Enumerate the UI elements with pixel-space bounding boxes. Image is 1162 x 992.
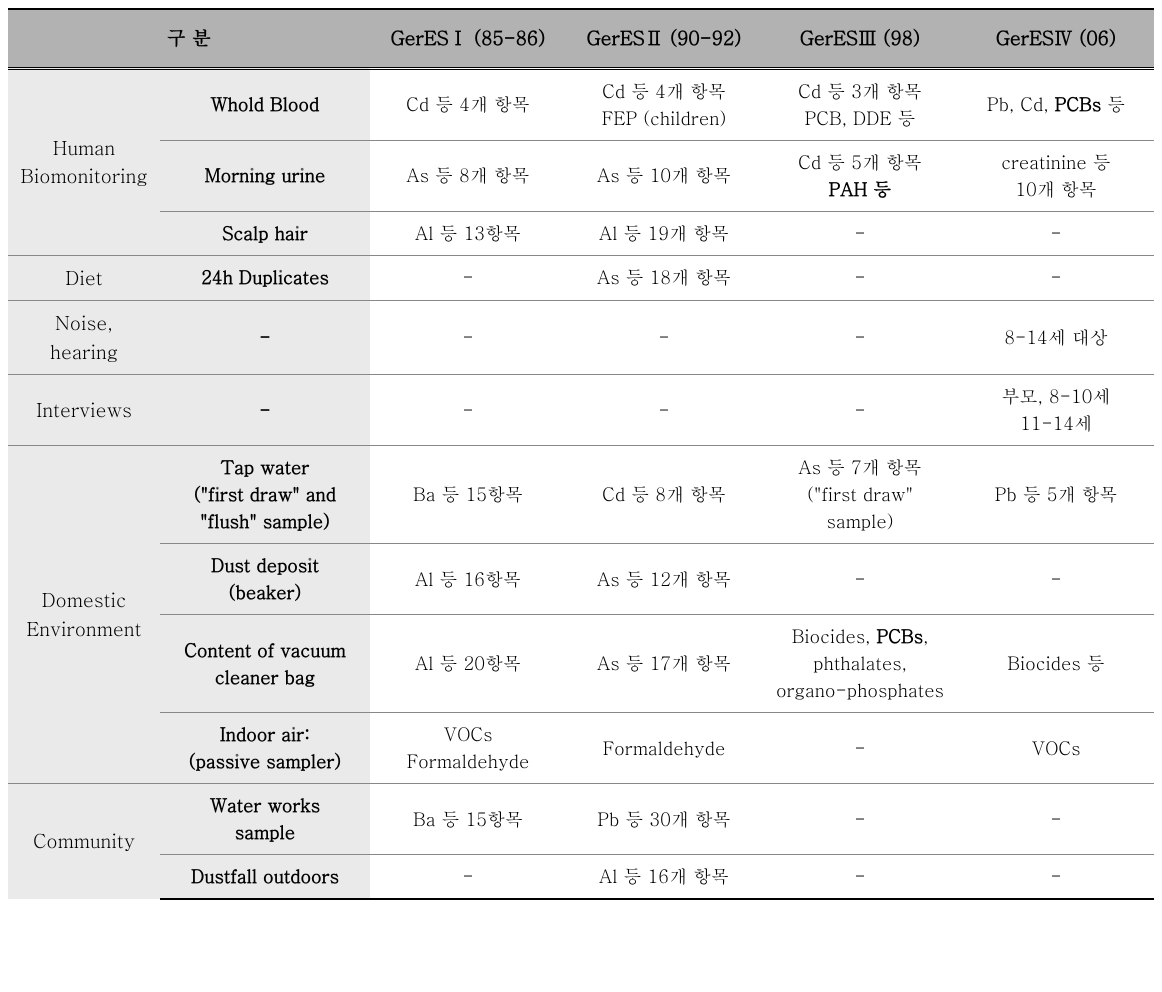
data-cell: Cd 등 8개 항목 (566, 446, 762, 544)
table-row: CommunityWater workssampleBa 등 15항목Pb 등 … (8, 784, 1154, 855)
data-cell: Pb, Cd, PCBs 등 (958, 68, 1154, 140)
subcategory-cell: Dust deposit(beaker) (160, 544, 370, 615)
data-cell: Formaldehyde (566, 713, 762, 784)
data-cell: VOCs (958, 713, 1154, 784)
header-geres3: GerESⅢ (98) (762, 9, 958, 68)
table-row: Interviews----부모, 8-10세11-14세 (8, 375, 1154, 446)
data-cell: As 등 18개 항목 (566, 255, 762, 301)
data-cell: - (958, 544, 1154, 615)
subcategory-cell: Indoor air:(passive sampler) (160, 713, 370, 784)
data-cell: - (762, 544, 958, 615)
header-geres2: GerESⅡ (90-92) (566, 9, 762, 68)
table-row: Dust deposit(beaker)Al 등 16항목As 등 12개 항목… (8, 544, 1154, 615)
data-cell: Al 등 13항목 (370, 211, 566, 255)
category-cell: Human Biomonitoring (8, 68, 160, 255)
data-cell: Al 등 16항목 (370, 544, 566, 615)
data-cell: - (762, 211, 958, 255)
data-cell: - (762, 301, 958, 375)
data-cell: As 등 17개 항목 (566, 615, 762, 713)
data-cell: - (370, 375, 566, 446)
data-cell: As 등 12개 항목 (566, 544, 762, 615)
data-cell: Cd 등 5개 항목PAH 등 (762, 140, 958, 211)
data-cell: Pb 등 30개 항목 (566, 784, 762, 855)
data-cell: As 등 10개 항목 (566, 140, 762, 211)
category-cell: Community (8, 784, 160, 900)
data-cell: Ba 등 15항목 (370, 446, 566, 544)
data-cell: Biocides 등 (958, 615, 1154, 713)
table-row: Content of vacuum cleaner bagAl 등 20항목As… (8, 615, 1154, 713)
data-cell: Pb 등 5개 항목 (958, 446, 1154, 544)
data-cell: Cd 등 4개 항목FEP (children) (566, 68, 762, 140)
category-cell: Noise,hearing (8, 301, 160, 375)
data-cell: Ba 등 15항목 (370, 784, 566, 855)
data-cell: - (762, 713, 958, 784)
table-row: Domestic EnvironmentTap water("first dra… (8, 446, 1154, 544)
data-cell: VOCsFormaldehyde (370, 713, 566, 784)
data-cell: - (762, 855, 958, 900)
subcategory-cell: - (160, 301, 370, 375)
data-cell: Biocides, PCBs,phthalates,organo-phospha… (762, 615, 958, 713)
subcategory-cell: Whold Blood (160, 68, 370, 140)
header-geres1: GerESⅠ (85-86) (370, 9, 566, 68)
data-cell: 8-14세 대상 (958, 301, 1154, 375)
category-cell: Domestic Environment (8, 446, 160, 784)
data-cell: - (566, 375, 762, 446)
germes-table: 구 분 GerESⅠ (85-86) GerESⅡ (90-92) GerESⅢ… (8, 8, 1154, 900)
table-row: Morning urineAs 등 8개 항목As 등 10개 항목Cd 등 5… (8, 140, 1154, 211)
data-cell: - (762, 255, 958, 301)
subcategory-cell: Water workssample (160, 784, 370, 855)
table-row: Scalp hairAl 등 13항목Al 등 19개 항목-- (8, 211, 1154, 255)
data-cell: Al 등 20항목 (370, 615, 566, 713)
table-row: Human BiomonitoringWhold BloodCd 등 4개 항목… (8, 68, 1154, 140)
data-cell: - (958, 855, 1154, 900)
subcategory-cell: Scalp hair (160, 211, 370, 255)
category-cell: Diet (8, 255, 160, 301)
data-cell: - (958, 255, 1154, 301)
subcategory-cell: 24h Duplicates (160, 255, 370, 301)
subcategory-cell: Tap water("first draw" and "flush" sampl… (160, 446, 370, 544)
data-cell: - (370, 301, 566, 375)
header-row: 구 분 GerESⅠ (85-86) GerESⅡ (90-92) GerESⅢ… (8, 9, 1154, 68)
header-geres4: GerESⅣ (06) (958, 9, 1154, 68)
table-row: Indoor air:(passive sampler)VOCsFormalde… (8, 713, 1154, 784)
data-cell: creatinine 등10개 항목 (958, 140, 1154, 211)
data-cell: Cd 등 4개 항목 (370, 68, 566, 140)
data-cell: - (566, 301, 762, 375)
data-cell: As 등 7개 항목("first draw"sample) (762, 446, 958, 544)
data-cell: Al 등 16개 항목 (566, 855, 762, 900)
category-cell: Interviews (8, 375, 160, 446)
subcategory-cell: Dustfall outdoors (160, 855, 370, 900)
data-cell: - (370, 855, 566, 900)
data-cell: Al 등 19개 항목 (566, 211, 762, 255)
data-cell: - (958, 211, 1154, 255)
data-cell: - (762, 784, 958, 855)
data-cell: - (958, 784, 1154, 855)
subcategory-cell: Content of vacuum cleaner bag (160, 615, 370, 713)
table-row: Diet24h Duplicates-As 등 18개 항목-- (8, 255, 1154, 301)
data-cell: Cd 등 3개 항목PCB, DDE 등 (762, 68, 958, 140)
table-body: Human BiomonitoringWhold BloodCd 등 4개 항목… (8, 68, 1154, 899)
table-row: Noise,hearing----8-14세 대상 (8, 301, 1154, 375)
header-category: 구 분 (8, 9, 370, 68)
data-cell: - (370, 255, 566, 301)
data-cell: As 등 8개 항목 (370, 140, 566, 211)
data-cell: 부모, 8-10세11-14세 (958, 375, 1154, 446)
data-cell: - (762, 375, 958, 446)
table-row: Dustfall outdoors-Al 등 16개 항목-- (8, 855, 1154, 900)
subcategory-cell: - (160, 375, 370, 446)
subcategory-cell: Morning urine (160, 140, 370, 211)
